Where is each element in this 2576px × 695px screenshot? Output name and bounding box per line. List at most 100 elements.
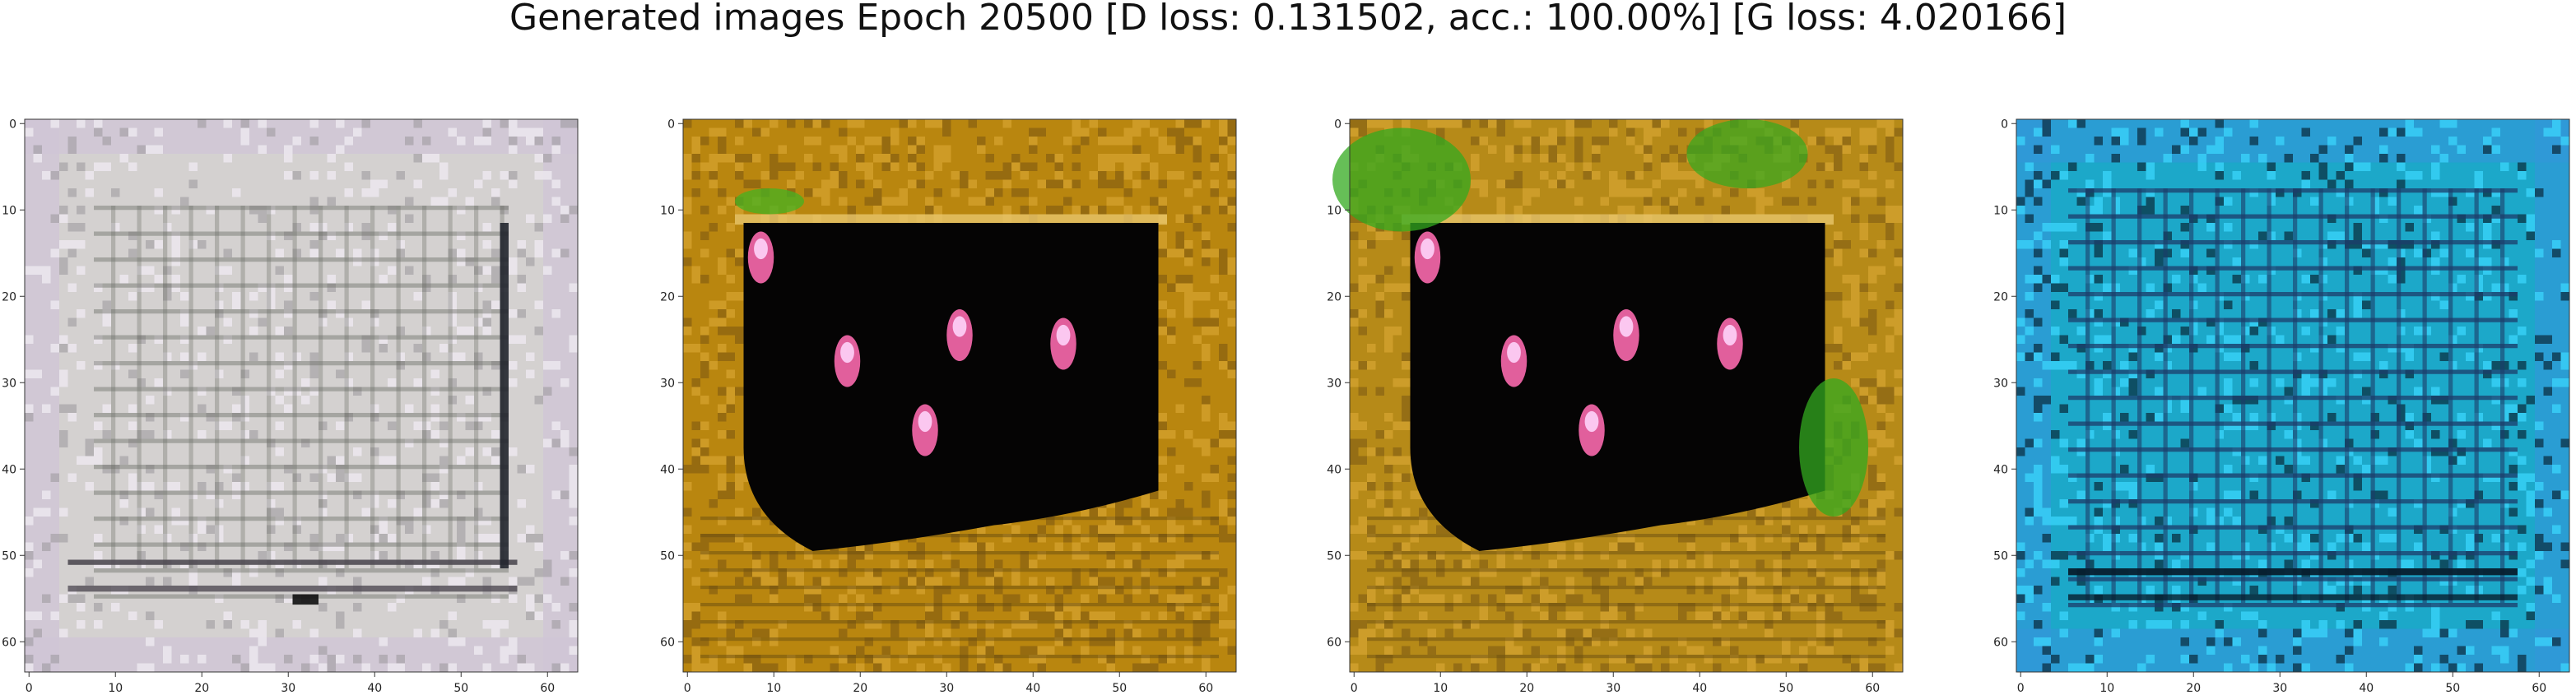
image-patch bbox=[336, 534, 345, 543]
image-patch bbox=[726, 396, 735, 405]
image-patch bbox=[526, 611, 535, 620]
image-patch bbox=[33, 611, 42, 620]
image-patch bbox=[1175, 231, 1184, 240]
image-patch bbox=[2336, 534, 2345, 543]
image-patch bbox=[700, 637, 709, 646]
image-patch bbox=[1859, 396, 1868, 405]
image-patch bbox=[517, 127, 526, 137]
image-patch bbox=[1350, 620, 1359, 629]
image-patch bbox=[1713, 188, 1722, 197]
image-patch bbox=[2518, 378, 2527, 387]
image-patch bbox=[33, 145, 42, 154]
image-patch bbox=[1072, 611, 1081, 620]
image-patch bbox=[309, 369, 319, 378]
image-patch bbox=[726, 628, 735, 637]
image-patch bbox=[1350, 309, 1359, 318]
image-patch bbox=[267, 663, 276, 672]
image-patch bbox=[2336, 620, 2345, 629]
image-patch bbox=[1141, 206, 1150, 215]
image-patch bbox=[1081, 551, 1090, 560]
image-patch bbox=[180, 317, 189, 327]
image-patch bbox=[2249, 137, 2258, 146]
image-patch bbox=[1011, 594, 1021, 603]
image-content bbox=[25, 119, 578, 672]
image-patch bbox=[240, 119, 249, 128]
image-patch bbox=[691, 655, 700, 664]
image-patch bbox=[2189, 127, 2198, 137]
image-patch bbox=[2543, 127, 2552, 137]
image-patch bbox=[1738, 525, 1747, 534]
image-patch bbox=[1514, 594, 1523, 603]
image-patch bbox=[1600, 620, 1609, 629]
image-patch bbox=[1644, 655, 1653, 664]
image-patch bbox=[413, 628, 422, 637]
image-patch bbox=[1479, 603, 1488, 612]
image-patch bbox=[1227, 162, 1236, 171]
image-patch bbox=[2206, 646, 2216, 655]
stripe bbox=[1367, 603, 1886, 607]
image-patch bbox=[1790, 655, 1799, 664]
image-patch bbox=[1859, 188, 1868, 197]
image-patch bbox=[1834, 292, 1843, 301]
image-patch bbox=[735, 137, 744, 146]
image-patch bbox=[336, 568, 345, 577]
image-patch bbox=[526, 534, 535, 543]
image-patch bbox=[388, 534, 397, 543]
image-patch bbox=[534, 154, 543, 163]
image-patch bbox=[1175, 628, 1184, 637]
image-patch bbox=[2509, 507, 2518, 517]
image-patch bbox=[517, 335, 526, 344]
image-patch bbox=[448, 248, 457, 257]
image-patch bbox=[2439, 352, 2448, 361]
image-patch bbox=[42, 490, 51, 499]
image-patch bbox=[1054, 162, 1063, 171]
image-patch bbox=[1419, 517, 1428, 526]
image-patch bbox=[249, 309, 258, 318]
image-patch bbox=[1227, 490, 1236, 499]
image-patch bbox=[1704, 611, 1713, 620]
image-patch bbox=[171, 231, 180, 240]
image-patch bbox=[327, 283, 336, 292]
image-patch bbox=[1496, 655, 1505, 664]
image-patch bbox=[1842, 577, 1851, 586]
image-patch bbox=[1652, 119, 1661, 128]
image-patch bbox=[1358, 387, 1367, 396]
image-patch bbox=[249, 327, 258, 336]
image-patch bbox=[1358, 517, 1367, 526]
image-patch bbox=[804, 188, 813, 197]
image-patch bbox=[388, 499, 397, 508]
image-patch bbox=[1868, 248, 1877, 257]
image-patch bbox=[2491, 611, 2500, 620]
image-patch bbox=[2059, 499, 2068, 508]
image-patch bbox=[1773, 586, 1782, 595]
image-patch bbox=[215, 283, 224, 292]
image-patch bbox=[2180, 404, 2189, 413]
image-patch bbox=[1384, 456, 1393, 465]
image-patch bbox=[215, 482, 224, 491]
stripe bbox=[700, 568, 1219, 572]
image-patch bbox=[1219, 499, 1228, 508]
image-patch bbox=[482, 240, 491, 249]
image-patch bbox=[388, 223, 397, 232]
image-patch bbox=[2414, 646, 2423, 655]
image-patch bbox=[25, 369, 34, 378]
image-patch bbox=[465, 421, 474, 430]
image-patch bbox=[1106, 137, 1115, 146]
image-patch bbox=[430, 628, 439, 637]
image-patch bbox=[59, 430, 68, 439]
image-patch bbox=[1037, 663, 1046, 672]
image-patch bbox=[482, 447, 491, 456]
image-patch bbox=[2034, 637, 2043, 646]
image-patch bbox=[1488, 594, 1497, 603]
image-patch bbox=[2379, 620, 2388, 629]
image-patch bbox=[1141, 577, 1150, 586]
image-patch bbox=[42, 594, 51, 603]
image-patch bbox=[2224, 300, 2233, 309]
image-patch bbox=[77, 603, 86, 612]
image-patch bbox=[1384, 551, 1393, 560]
image-patch bbox=[1193, 317, 1202, 327]
image-patch bbox=[146, 145, 155, 154]
image-patch bbox=[1868, 292, 1877, 301]
image-patch bbox=[1132, 646, 1142, 655]
image-patch bbox=[709, 127, 718, 137]
